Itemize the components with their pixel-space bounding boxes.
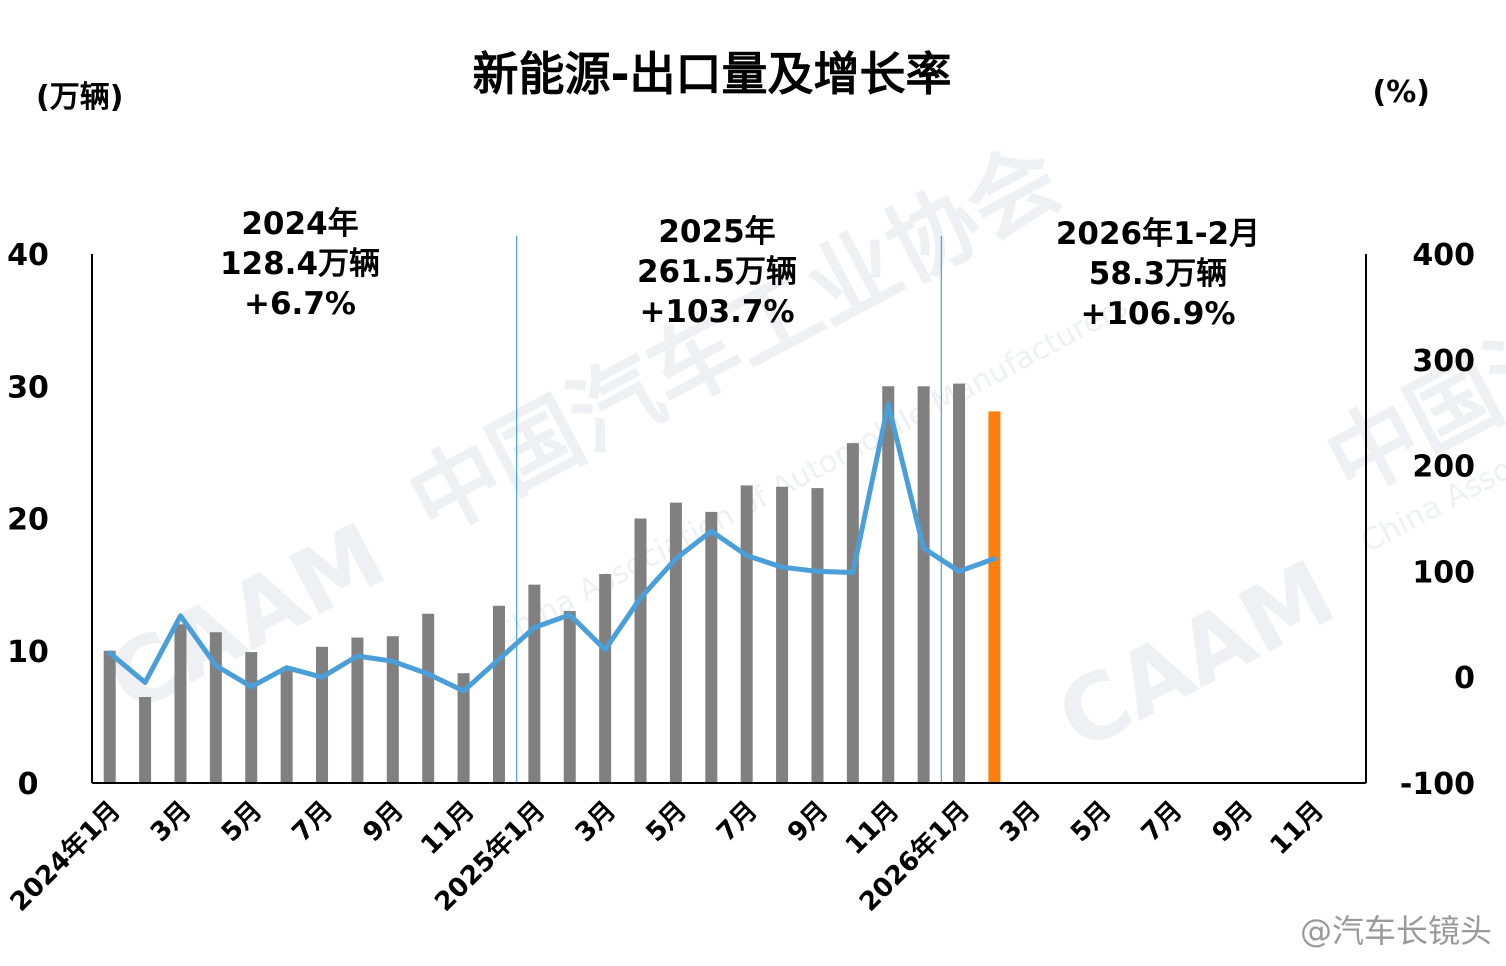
bar-19 bbox=[776, 486, 789, 783]
bar-11 bbox=[492, 605, 505, 783]
right-tick-3: 200 bbox=[1412, 450, 1475, 485]
bar-23 bbox=[917, 386, 930, 783]
annotation-2-line-0: 2026年1-2月 bbox=[1056, 216, 1260, 252]
left-tick-2: 20 bbox=[7, 503, 49, 538]
left-tick-4: 40 bbox=[7, 238, 49, 273]
bar-14 bbox=[599, 574, 612, 783]
annotation-1-line-1: 261.5万辆 bbox=[637, 254, 797, 290]
bar-4 bbox=[245, 652, 258, 783]
bar-13 bbox=[563, 611, 576, 783]
bar-15 bbox=[634, 518, 647, 783]
chart-title: 新能源-出口量及增长率 bbox=[472, 47, 951, 101]
bar-20 bbox=[811, 488, 824, 783]
annotation-1-line-0: 2025年 bbox=[658, 214, 775, 250]
bar-5 bbox=[280, 669, 293, 783]
bar-10 bbox=[457, 673, 470, 783]
bar-9 bbox=[422, 613, 435, 783]
right-tick-4: 300 bbox=[1412, 344, 1475, 379]
x-tick-0: 2024年1月 bbox=[4, 795, 127, 918]
bar-17 bbox=[705, 511, 718, 783]
period-dividers bbox=[516, 236, 942, 783]
x-tick-14: 5月 bbox=[1065, 796, 1117, 848]
bar-22 bbox=[882, 386, 895, 783]
x-tick-17: 11月 bbox=[1265, 796, 1330, 861]
bar-2 bbox=[174, 624, 187, 783]
axes bbox=[91, 254, 1367, 784]
bar-0 bbox=[103, 650, 116, 783]
annotation-0-line-1: 128.4万辆 bbox=[220, 246, 380, 282]
annotation-2-line-2: +106.9% bbox=[1080, 296, 1235, 332]
x-tick-10: 9月 bbox=[782, 796, 834, 848]
right-tick-2: 100 bbox=[1412, 555, 1475, 590]
right-axis-ticks: -100 0 100 200 300 400 bbox=[1400, 238, 1475, 802]
x-tick-5: 11月 bbox=[415, 796, 480, 861]
x-tick-7: 3月 bbox=[570, 796, 622, 848]
bar-1 bbox=[139, 697, 152, 783]
bar-24 bbox=[953, 383, 966, 783]
watermark-logo-right: CAAM bbox=[1041, 540, 1351, 771]
bar-21 bbox=[846, 443, 859, 783]
annotation-2-line-1: 58.3万辆 bbox=[1089, 256, 1228, 292]
bar-series bbox=[103, 383, 1001, 783]
period-annotations: 2024年 128.4万辆 +6.7% 2025年 261.5万辆 +103.7% 2026… bbox=[220, 206, 1260, 332]
right-tick-5: 400 bbox=[1412, 238, 1475, 273]
bar-12 bbox=[528, 584, 541, 783]
x-tick-4: 9月 bbox=[357, 796, 409, 848]
x-tick-9: 7月 bbox=[711, 796, 763, 848]
right-tick-1: 0 bbox=[1454, 661, 1475, 696]
annotation-1-line-2: +103.7% bbox=[639, 294, 794, 330]
bar-25 bbox=[988, 411, 1001, 783]
x-tick-1: 3月 bbox=[145, 796, 197, 848]
x-tick-8: 5月 bbox=[640, 796, 692, 848]
left-tick-3: 30 bbox=[7, 370, 49, 405]
annotation-0-line-2: +6.7% bbox=[244, 286, 356, 322]
bar-16 bbox=[669, 502, 682, 783]
right-tick-0: -100 bbox=[1400, 767, 1475, 802]
left-axis-ticks: 0 10 20 30 40 bbox=[7, 238, 49, 802]
left-tick-0: 0 bbox=[18, 767, 39, 802]
right-axis-unit: (%) bbox=[1373, 75, 1430, 110]
x-tick-11: 11月 bbox=[840, 796, 905, 861]
left-axis-unit: (万辆) bbox=[36, 80, 123, 115]
bar-6 bbox=[316, 646, 329, 783]
bar-3 bbox=[209, 632, 222, 783]
credit-text: @汽车长镜头 bbox=[1299, 912, 1492, 950]
x-tick-13: 3月 bbox=[994, 796, 1046, 848]
line-series bbox=[107, 401, 997, 694]
growth-rate-line bbox=[107, 401, 997, 694]
x-tick-15: 7月 bbox=[1136, 796, 1188, 848]
bar-18 bbox=[740, 485, 753, 783]
bar-8 bbox=[386, 636, 399, 783]
annotation-0-line-0: 2024年 bbox=[241, 206, 358, 242]
x-tick-16: 9月 bbox=[1207, 796, 1259, 848]
x-tick-2: 5月 bbox=[216, 796, 268, 848]
x-tick-3: 7月 bbox=[287, 796, 339, 848]
left-tick-1: 10 bbox=[7, 635, 49, 670]
bar-7 bbox=[351, 637, 364, 783]
